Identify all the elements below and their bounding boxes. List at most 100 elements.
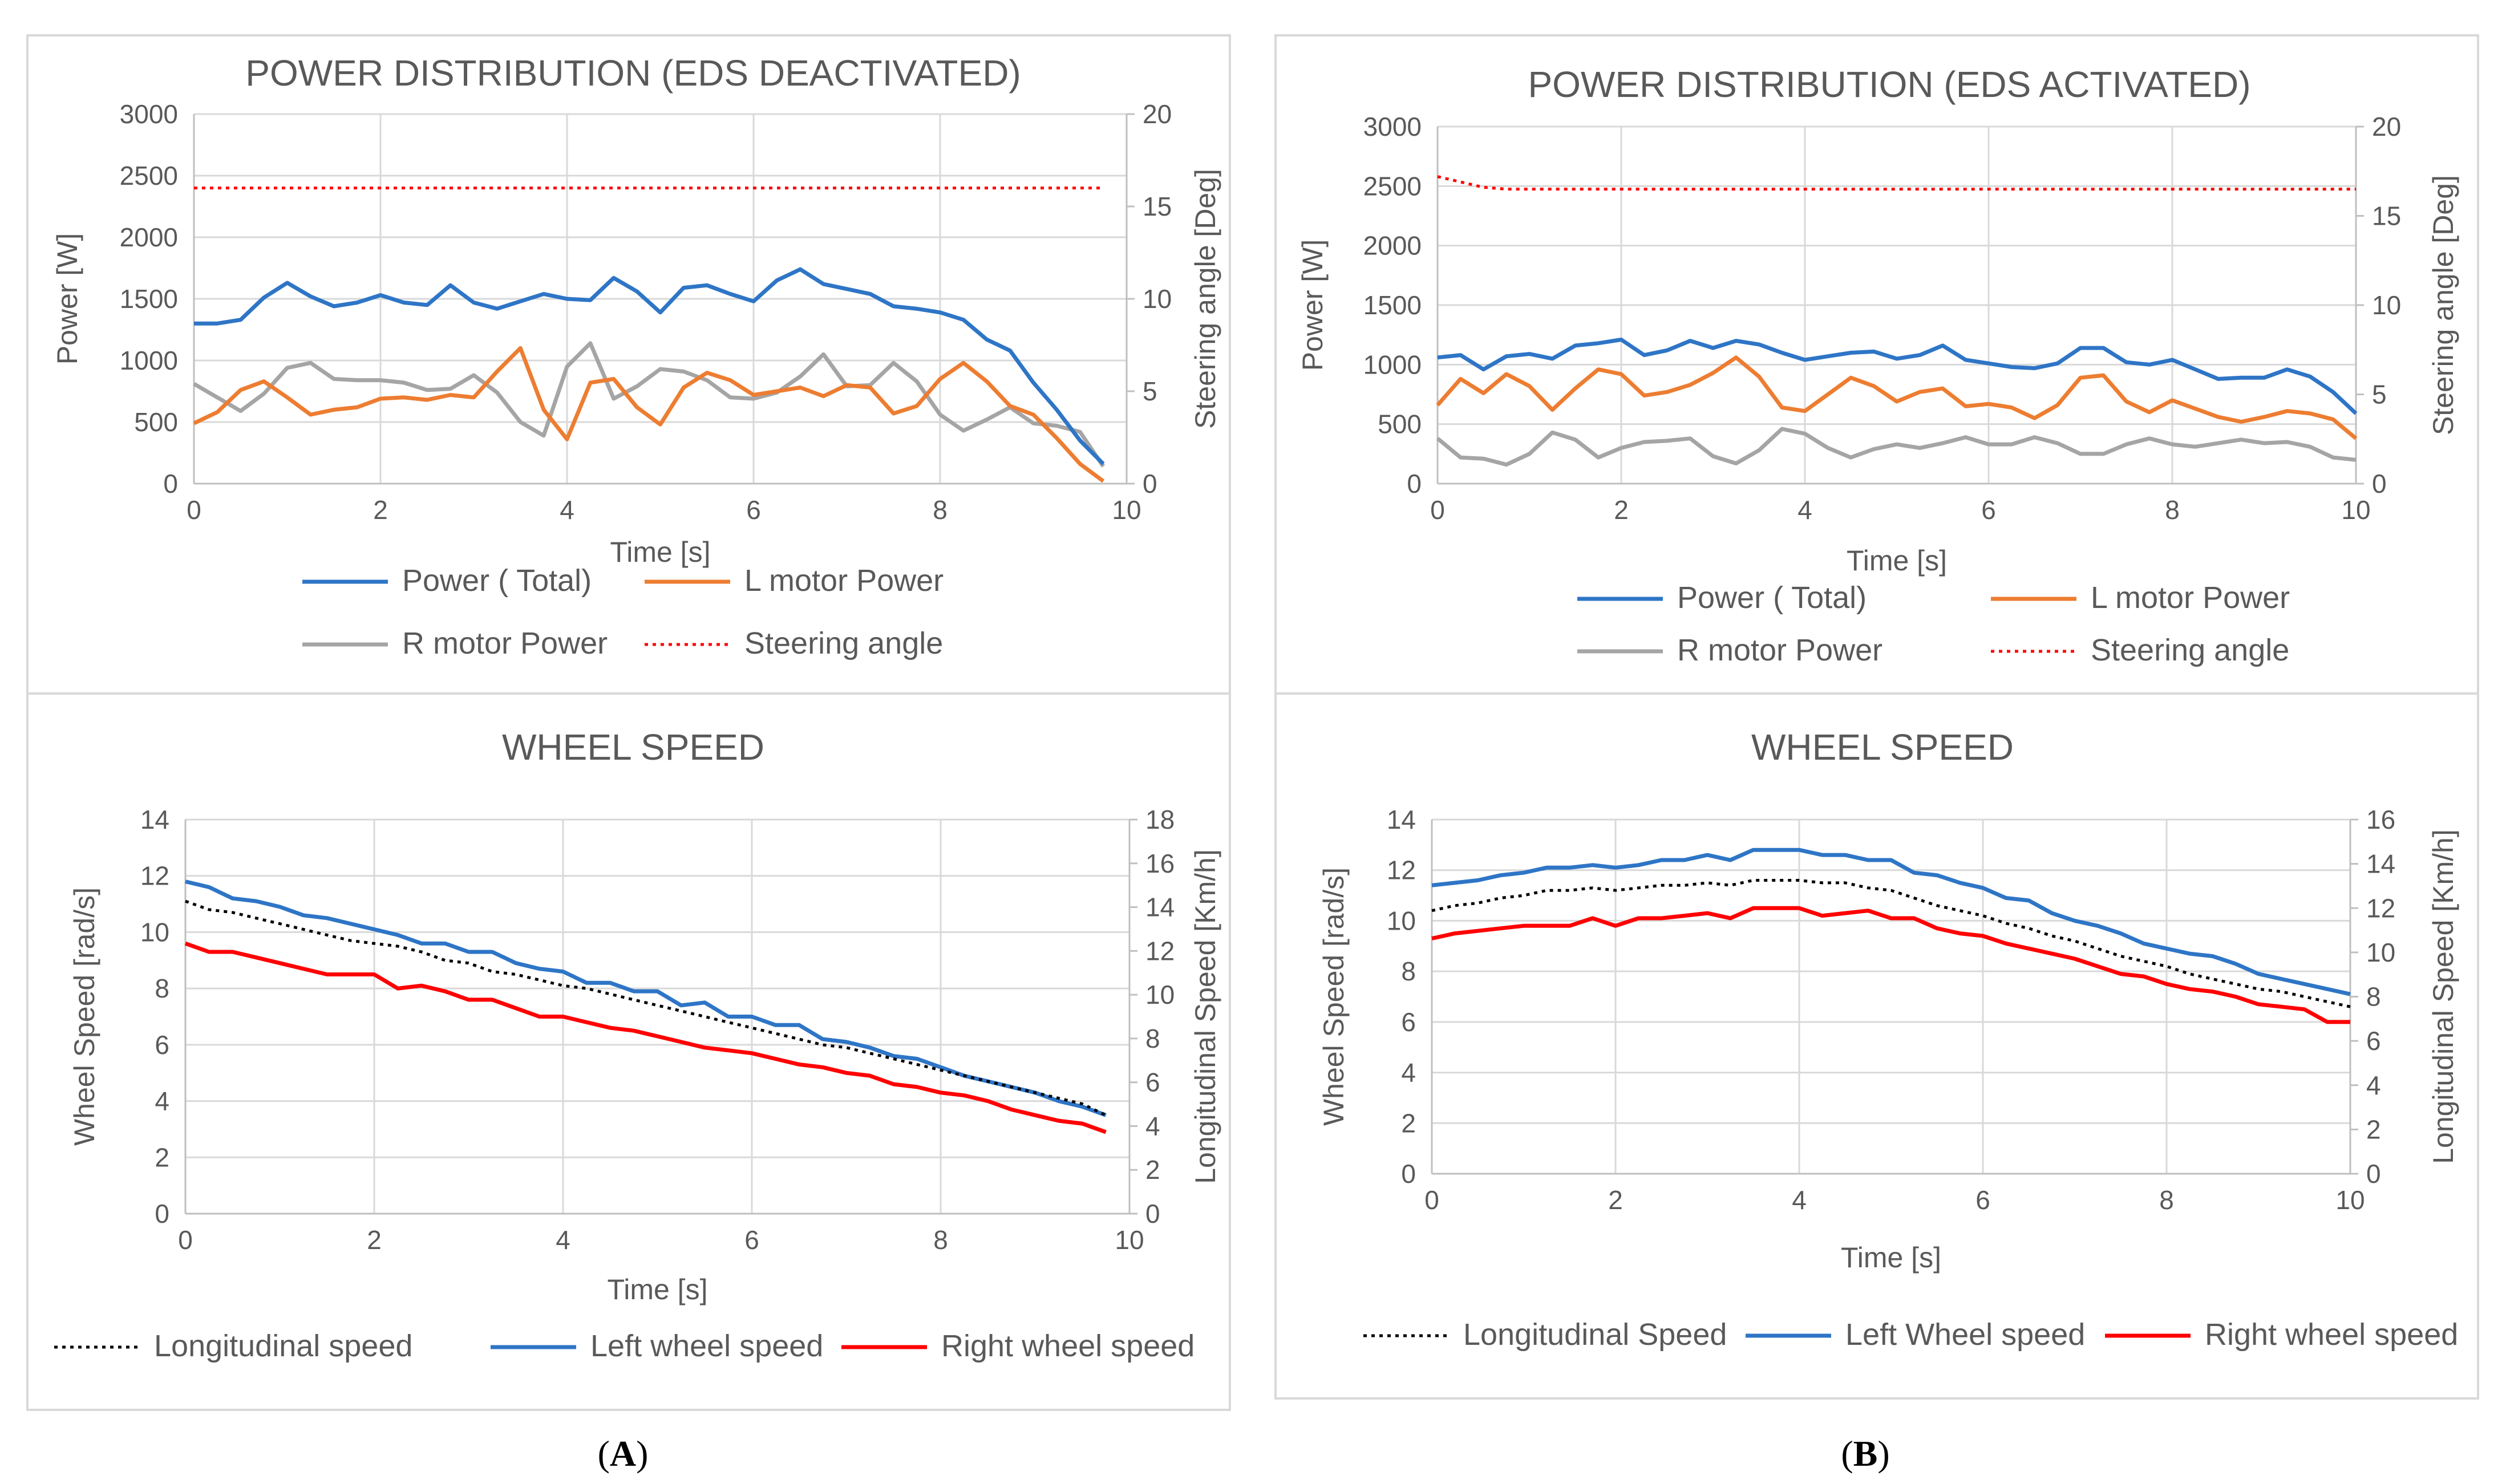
y-tick-label: 0 xyxy=(1407,469,1422,498)
y2-tick-label: 15 xyxy=(1143,192,1172,221)
panel-b-frame xyxy=(1274,34,2479,1400)
y-tick-label: 2000 xyxy=(1363,231,1422,261)
legend-label-left-wheel: Left Wheel speed xyxy=(1845,1317,2085,1352)
y2-tick-label: 12 xyxy=(2366,893,2395,923)
y2-tick-label: 16 xyxy=(2366,805,2395,834)
legend-label-longitudinal: Longitudinal Speed xyxy=(1463,1317,1727,1352)
y2-tick-label: 8 xyxy=(1145,1024,1160,1053)
x-tick-label: 2 xyxy=(1608,1185,1623,1215)
y-tick-label: 4 xyxy=(155,1086,169,1116)
panel-label-a: (A) xyxy=(598,1433,649,1474)
y2-tick-label: 14 xyxy=(2366,849,2395,879)
x-tick-label: 2 xyxy=(373,495,388,525)
y2-tick-label: 0 xyxy=(1145,1199,1160,1228)
y-tick-label: 6 xyxy=(155,1030,169,1060)
series-line-lmotor xyxy=(193,346,1105,483)
x-tick-label: 2 xyxy=(367,1225,382,1255)
x-axis-label: Time [s] xyxy=(608,1274,708,1305)
y2-tick-label: 10 xyxy=(1145,980,1175,1009)
y-tick-label: 4 xyxy=(1401,1058,1416,1088)
legend-label-total: Power ( Total) xyxy=(402,563,592,598)
y2-axis-label: Longitudinal Speed [Km/h] xyxy=(1189,849,1221,1184)
x-tick-label: 6 xyxy=(1981,495,1996,525)
x-tick-label: 4 xyxy=(1792,1185,1807,1215)
y2-tick-label: 20 xyxy=(2372,112,2401,141)
y-tick-label: 6 xyxy=(1401,1007,1416,1037)
series-line-rmotor xyxy=(193,341,1106,468)
legend-label-rmotor: R motor Power xyxy=(402,626,608,660)
power-distribution-chart-b: POWER DISTRIBUTION (EDS ACTIVATED)050010… xyxy=(1297,64,2459,667)
y-axis-label: Power [W] xyxy=(1297,240,1329,371)
y-tick-label: 8 xyxy=(1401,956,1416,986)
x-tick-label: 10 xyxy=(2341,495,2370,525)
y2-tick-label: 2 xyxy=(1145,1155,1160,1185)
y2-tick-label: 6 xyxy=(1145,1068,1160,1097)
x-tick-label: 8 xyxy=(2159,1185,2174,1215)
y-tick-label: 1500 xyxy=(1363,290,1422,320)
y-tick-label: 500 xyxy=(1378,409,1422,439)
legend-label-total: Power ( Total) xyxy=(1677,581,1867,615)
series-line-longitudinal xyxy=(1431,879,2351,1008)
y-tick-label: 2 xyxy=(155,1142,169,1172)
x-tick-label: 10 xyxy=(2335,1185,2365,1215)
series-line-right-wheel xyxy=(1431,906,2350,1024)
x-tick-label: 6 xyxy=(746,495,761,525)
chart-title: POWER DISTRIBUTION (EDS DEACTIVATED) xyxy=(245,52,1021,94)
y-tick-label: 10 xyxy=(1387,906,1416,935)
chart-title: POWER DISTRIBUTION (EDS ACTIVATED) xyxy=(1528,64,2250,105)
y-tick-label: 2500 xyxy=(120,161,178,190)
x-tick-label: 8 xyxy=(2165,495,2180,525)
y-tick-label: 0 xyxy=(1401,1159,1416,1189)
y2-tick-label: 18 xyxy=(1145,805,1175,834)
legend-label-rmotor: R motor Power xyxy=(1677,633,1882,667)
legend-label-steer: Steering angle xyxy=(2091,633,2289,667)
y-tick-label: 2 xyxy=(1401,1108,1416,1138)
y-axis-label: Wheel Speed [rad/s] xyxy=(68,887,100,1146)
series-line-steer xyxy=(1437,175,2356,191)
legend-label-steer: Steering angle xyxy=(744,626,943,660)
y-tick-label: 1000 xyxy=(120,346,178,375)
power-distribution-chart-a: POWER DISTRIBUTION (EDS DEACTIVATED) 0 500… xyxy=(51,52,1221,660)
x-axis-label: Time [s] xyxy=(610,536,711,568)
y2-axis-label: Longitudinal Speed [Km/h] xyxy=(2427,829,2459,1164)
y-tick-label: 8 xyxy=(155,974,169,1003)
x-tick-label: 10 xyxy=(1112,495,1141,525)
x-tick-label: 6 xyxy=(744,1225,759,1255)
y-tick-label: 14 xyxy=(1387,805,1416,834)
y-tick-label: 1500 xyxy=(120,284,178,314)
series-line-right-wheel xyxy=(184,941,1107,1134)
y2-tick-label: 10 xyxy=(2366,938,2395,967)
x-tick-label: 2 xyxy=(1614,495,1629,525)
y-tick-label: 0 xyxy=(155,1199,169,1228)
series-line-total xyxy=(1437,338,2358,415)
y2-tick-label: 2 xyxy=(2366,1114,2381,1144)
y2-tick-label: 4 xyxy=(1145,1111,1160,1141)
y2-tick-label: 0 xyxy=(1143,469,1157,498)
y2-tick-label: 10 xyxy=(1143,284,1172,314)
legend-label-left-wheel: Left wheel speed xyxy=(590,1329,823,1363)
x-tick-label: 0 xyxy=(1430,495,1445,525)
x-tick-label: 8 xyxy=(933,1225,948,1255)
y2-tick-label: 4 xyxy=(2366,1071,2381,1100)
series-line-left-wheel xyxy=(1431,848,2351,996)
y2-tick-label: 12 xyxy=(1145,936,1175,966)
y2-tick-label: 0 xyxy=(2372,469,2387,498)
y-tick-label: 2000 xyxy=(120,222,178,252)
panel-label-b: (B) xyxy=(1841,1433,1889,1474)
legend-label-right-wheel: Right wheel speed xyxy=(2205,1317,2458,1352)
legend-label-right-wheel: Right wheel speed xyxy=(941,1329,1195,1363)
y-tick-label: 500 xyxy=(134,407,178,437)
y-tick-label: 1000 xyxy=(1363,350,1422,379)
x-tick-label: 0 xyxy=(178,1225,193,1255)
y2-tick-label: 16 xyxy=(1145,849,1175,878)
series-line-longitudinal xyxy=(185,899,1107,1117)
y2-tick-label: 20 xyxy=(1143,99,1172,129)
y-tick-label: 10 xyxy=(140,917,169,947)
series-line-rmotor xyxy=(1436,427,2357,467)
y2-tick-label: 5 xyxy=(2372,380,2387,409)
y2-tick-label: 15 xyxy=(2372,201,2401,231)
y2-tick-label: 5 xyxy=(1143,376,1157,406)
x-tick-label: 0 xyxy=(1424,1185,1439,1215)
